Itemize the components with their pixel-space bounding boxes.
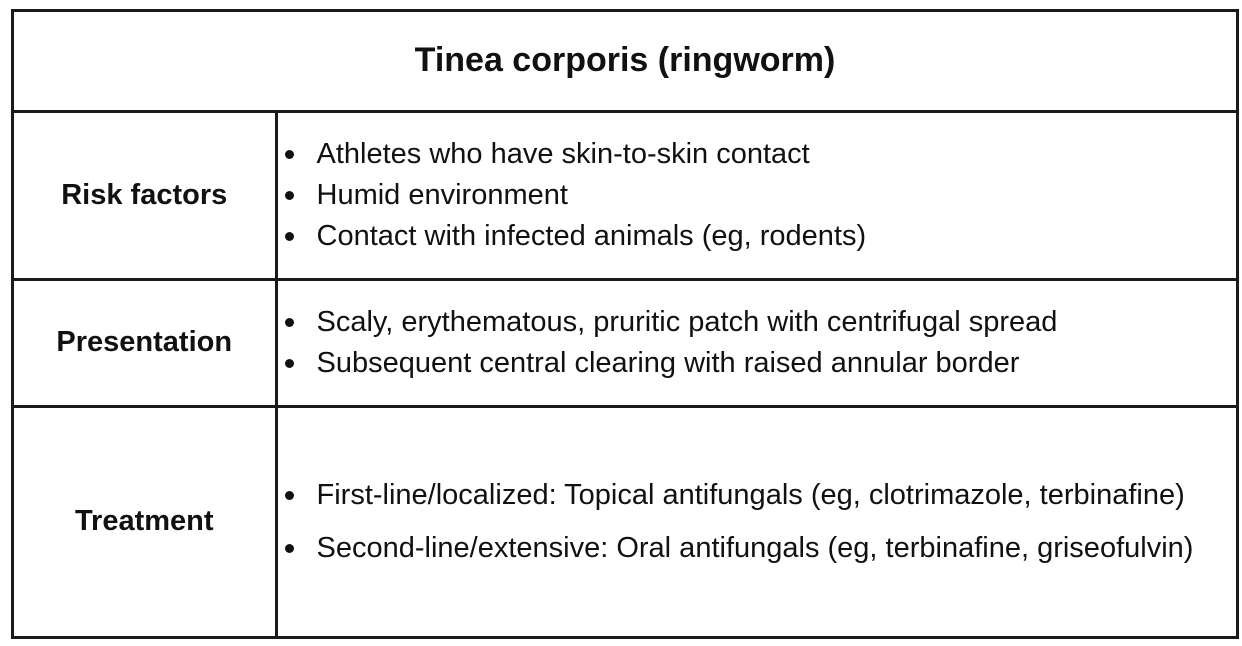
list-item-text: Scaly, erythematous, pruritic patch with… — [316, 305, 1058, 338]
treatment-list: First-line/localized: Topical antifungal… — [278, 475, 1237, 569]
row-label-presentation: Presentation — [14, 277, 278, 408]
row-content-risk-factors: Athletes who have skin-to-skin contact H… — [274, 109, 1237, 281]
row-content-presentation: Scaly, erythematous, pruritic patch with… — [274, 277, 1237, 408]
list-item: First-line/localized: Topical antifungal… — [278, 475, 1237, 516]
bullet-icon — [284, 543, 294, 553]
list-item: Subsequent central clearing with raised … — [278, 343, 1237, 384]
list-item-text: First-line/localized: Topical antifungal… — [316, 478, 1185, 511]
table-title-row: Tinea corporis (ringworm) — [14, 12, 1236, 113]
list-item: Contact with infected animals (eg, roden… — [278, 216, 1237, 257]
bullet-icon — [284, 190, 294, 200]
list-item: Athletes who have skin-to-skin contact — [278, 134, 1237, 175]
info-table-frame: Tinea corporis (ringworm) Risk factors A… — [11, 9, 1239, 639]
bullet-icon — [284, 358, 294, 368]
table-row-presentation: Presentation Scaly, erythematous, prurit… — [14, 277, 1237, 408]
list-item: Second-line/extensive: Oral antifungals … — [278, 528, 1237, 569]
bullet-icon — [284, 490, 294, 500]
table-row-risk-factors: Risk factors Athletes who have skin-to-s… — [14, 109, 1237, 281]
list-item-text: Second-line/extensive: Oral antifungals … — [316, 531, 1194, 564]
table-row-treatment: Treatment First-line/localized: Topical … — [14, 404, 1237, 636]
bullet-icon — [284, 149, 294, 159]
table-title: Tinea corporis (ringworm) — [14, 12, 1236, 113]
list-item-text: Subsequent central clearing with raised … — [316, 346, 1020, 379]
list-item: Scaly, erythematous, pruritic patch with… — [278, 302, 1237, 343]
list-item: Humid environment — [278, 175, 1237, 216]
presentation-list: Scaly, erythematous, pruritic patch with… — [278, 302, 1237, 384]
row-label-treatment: Treatment — [14, 404, 278, 636]
list-item-text: Humid environment — [316, 178, 568, 211]
list-item-text: Contact with infected animals (eg, roden… — [316, 219, 867, 252]
info-table: Tinea corporis (ringworm) Risk factors A… — [14, 12, 1236, 636]
bullet-icon — [284, 231, 294, 241]
row-content-treatment: First-line/localized: Topical antifungal… — [274, 404, 1237, 636]
row-label-risk-factors: Risk factors — [14, 109, 278, 281]
list-item-text: Athletes who have skin-to-skin contact — [316, 137, 810, 170]
bullet-icon — [284, 317, 294, 327]
risk-factors-list: Athletes who have skin-to-skin contact H… — [278, 134, 1237, 257]
